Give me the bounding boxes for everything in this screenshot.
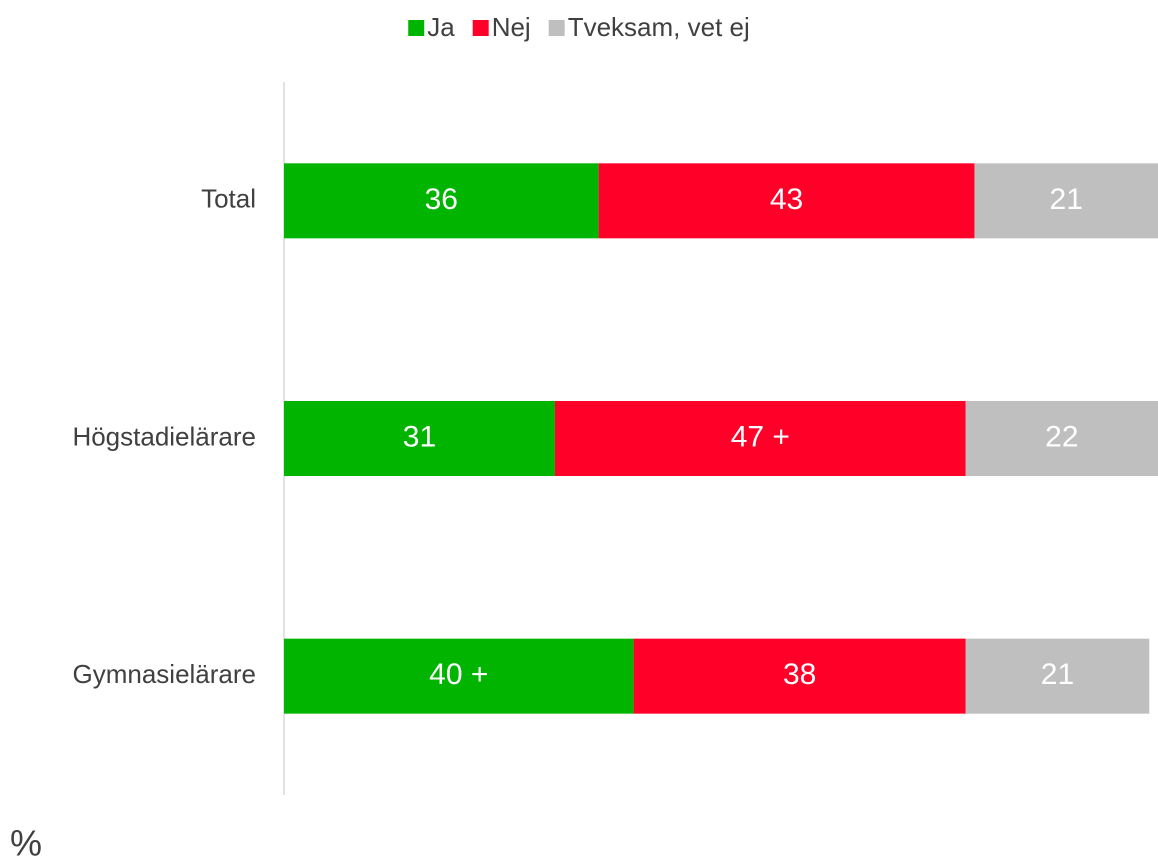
legend-swatch	[408, 20, 425, 36]
bar-segment	[633, 638, 966, 714]
axis-unit: %	[10, 823, 42, 862]
y-tick-label: Högstadielärare	[72, 421, 256, 451]
data-label: 43	[770, 183, 803, 216]
bar-segment	[965, 638, 1150, 714]
data-label: 40 +	[429, 658, 488, 691]
legend-swatch	[472, 20, 489, 36]
bar-segment	[284, 638, 634, 714]
y-tick-label: Total	[201, 184, 256, 214]
data-label: 31	[403, 420, 436, 453]
data-label: 21	[1041, 658, 1074, 691]
bar-segment	[284, 163, 599, 239]
legend-label: Ja	[427, 12, 455, 42]
bar-segment	[554, 401, 966, 476]
legend-label: Tveksam, vet ej	[568, 12, 750, 42]
y-tick-label: Gymnasielärare	[72, 659, 256, 689]
bar-segment	[598, 163, 975, 239]
data-label: 21	[1050, 183, 1083, 216]
data-label: 47 +	[731, 420, 790, 453]
bar-segment	[974, 163, 1158, 239]
legend-swatch	[548, 20, 565, 36]
legend-label: Nej	[492, 12, 531, 42]
bar-segment	[284, 401, 555, 476]
data-label: 38	[783, 658, 816, 691]
data-label: 36	[425, 183, 458, 216]
data-label: 22	[1045, 420, 1078, 453]
bar-segment	[965, 401, 1158, 476]
